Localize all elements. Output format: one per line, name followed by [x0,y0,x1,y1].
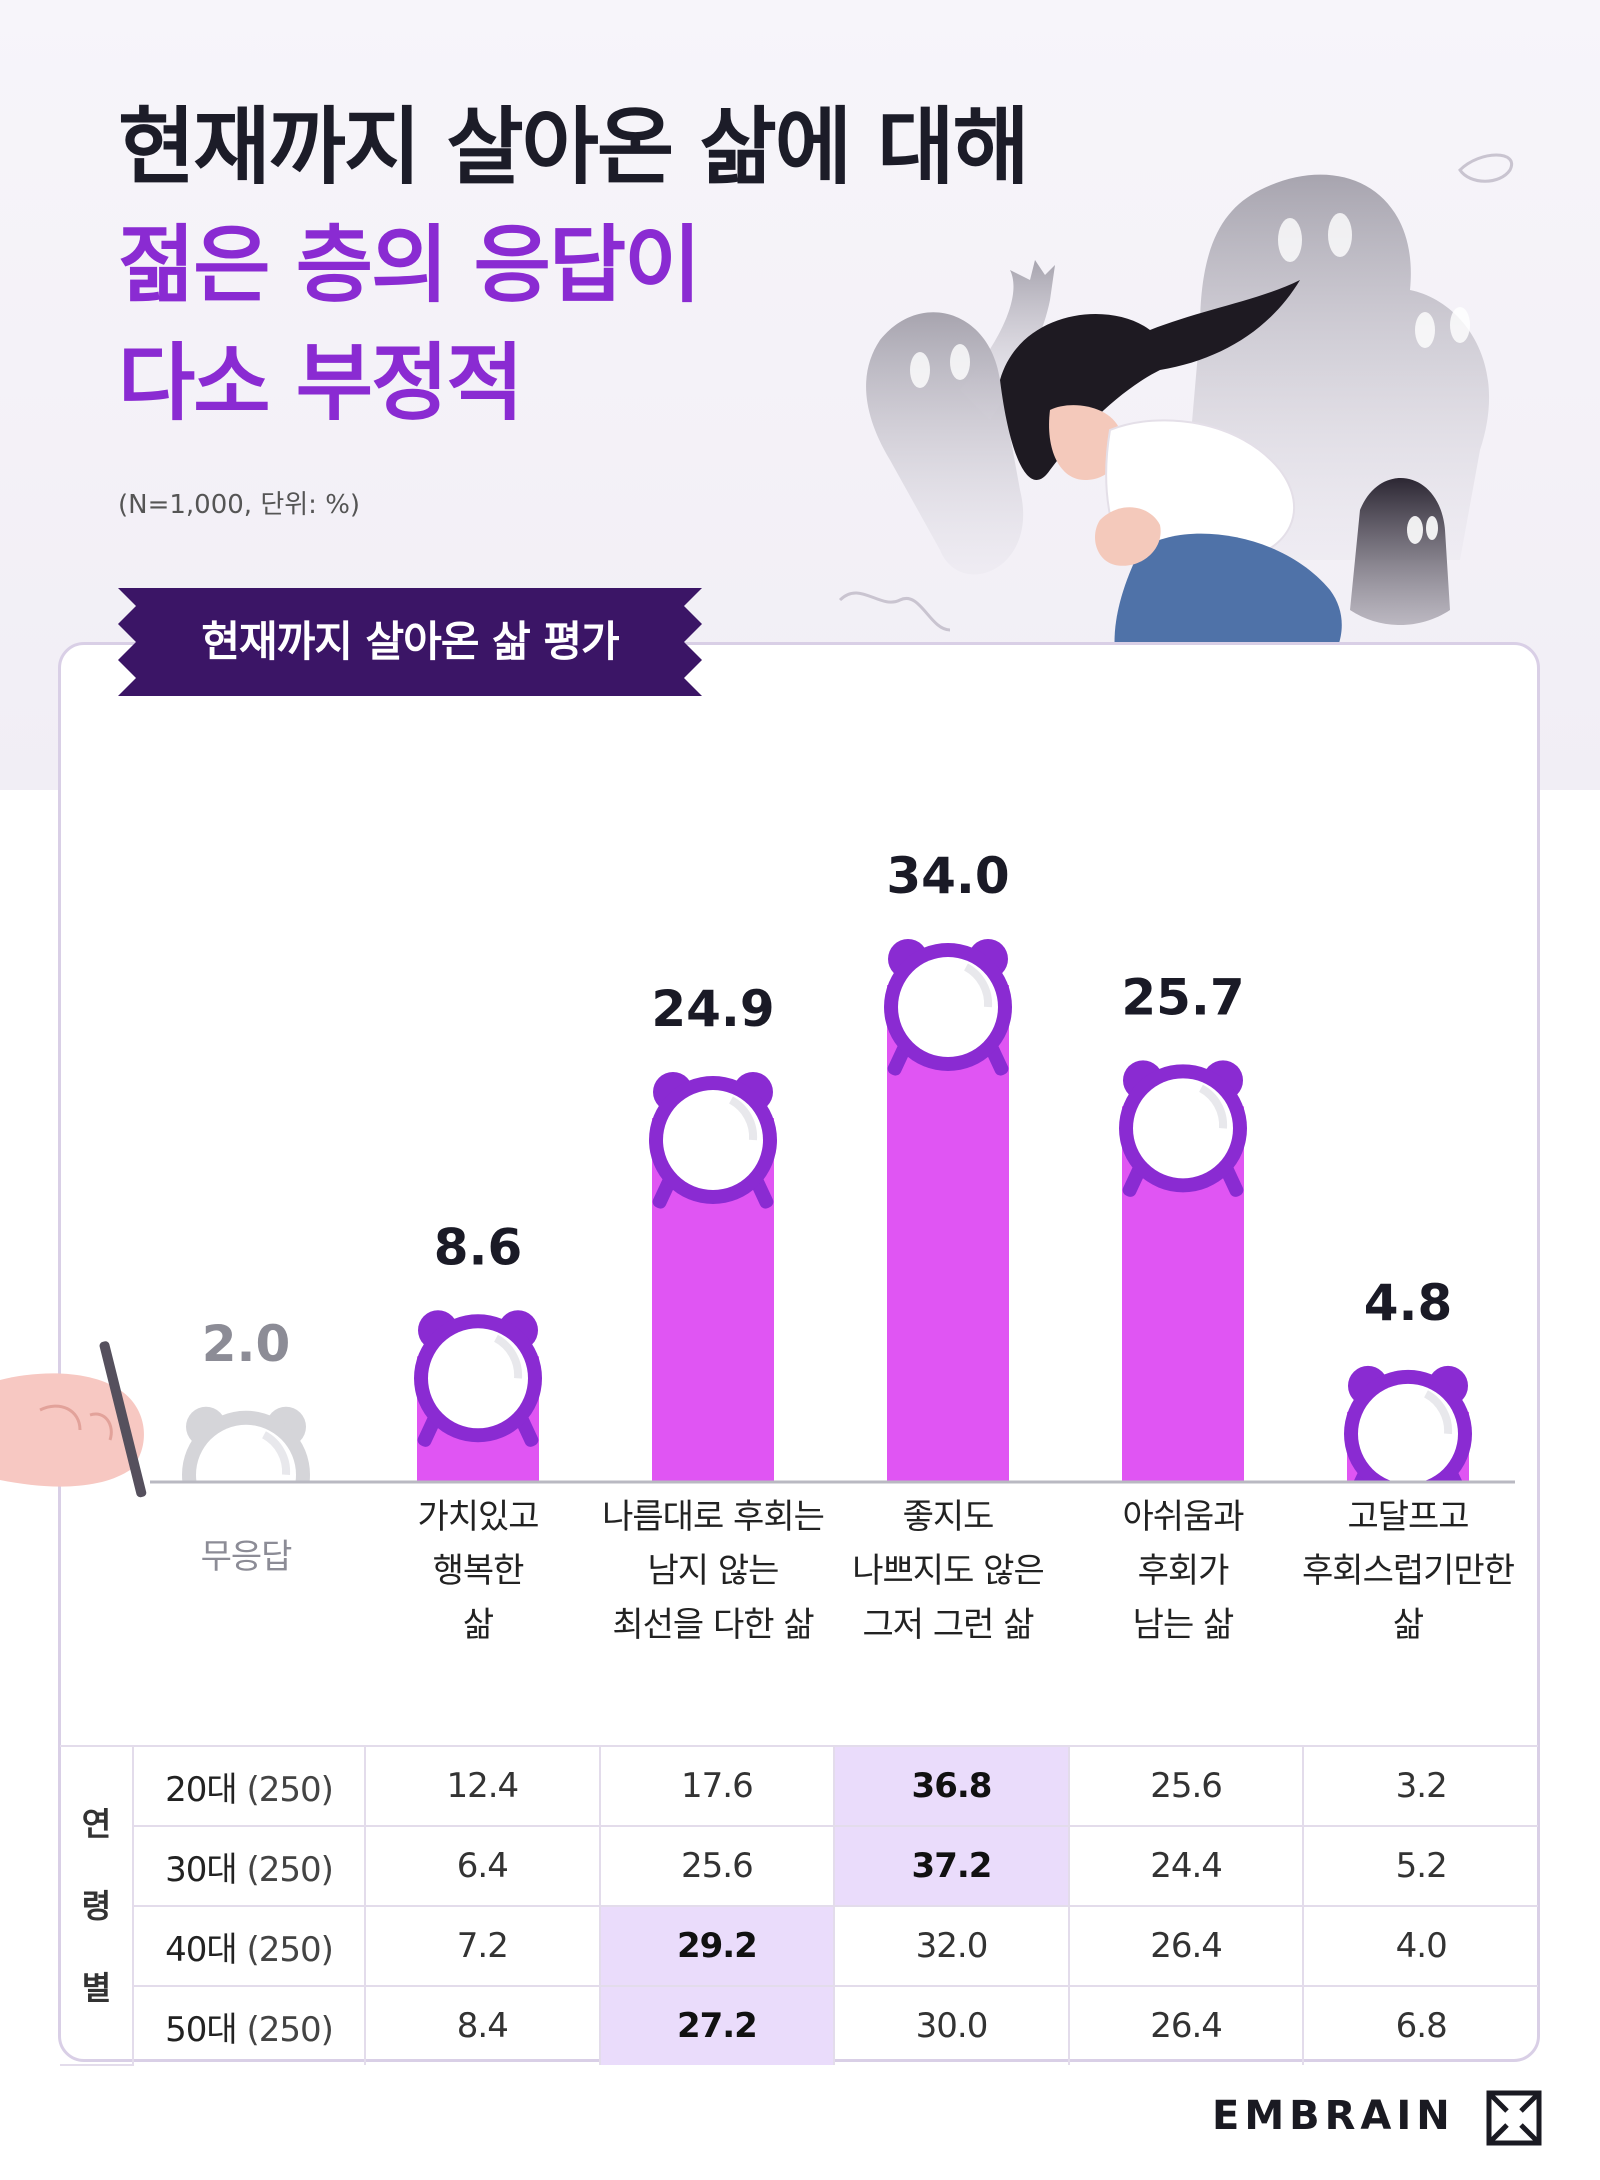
category-label-2: 남지 않는 [648,1551,779,1591]
table-cell: 8.4 [364,1985,601,2065]
category-label-1: 행복한 [433,1551,525,1591]
category-label-5: 고달프고 [1347,1497,1468,1537]
hand-pen-illustration [0,1341,147,1498]
ghost-woman-illustration [838,153,1514,742]
table-cell: 6.8 [1302,1985,1538,2065]
table-cell: 36.8 [833,1745,1070,1827]
category-label-2: 나름대로 후회는 [602,1497,824,1537]
table-cell: 3.2 [1302,1745,1538,1827]
age-cell: 50대 (250) [132,1985,366,2065]
category-label-3: 나쁘지도 않은 [852,1551,1044,1591]
alarm-clock-icon [649,1072,777,1209]
brand-logo-icon [1486,2090,1542,2146]
bar-group-4 [1119,1060,1247,1482]
category-label-2: 최선을 다한 삶 [612,1605,814,1645]
category-label-1: 가치있고 [417,1497,538,1537]
bar-group-1 [414,1310,542,1482]
bar-group-3 [884,939,1012,1482]
table-cell: 24.4 [1067,1825,1305,1907]
table-cell: 26.4 [1067,1985,1305,2065]
category-label-4: 아쉬움과 [1122,1497,1244,1537]
bar-group-0 [182,1406,310,1482]
value-label-2: 24.9 [651,980,774,1038]
alarm-clock-icon [182,1406,310,1482]
table-row: 40대 (250) 7.2 29.2 32.0 26.4 4.0 [60,1905,1538,1987]
sample-note: (N=1,000, 단위: %) [118,490,361,520]
table-cell: 27.2 [598,1985,836,2065]
age-cell: 40대 (250) [132,1905,366,1987]
age-cell: 20대 (250) [132,1745,366,1827]
value-label-3: 34.0 [886,847,1009,905]
category-label-4: 후회가 [1138,1551,1230,1591]
value-label-0: 2.0 [202,1315,291,1373]
table-cell: 32.0 [833,1905,1070,1987]
age-cell: 30대 (250) [132,1825,366,1907]
category-label-3: 그저 그런 삶 [862,1605,1034,1645]
table-cell: 5.2 [1302,1825,1538,1907]
category-label-4: 남는 삶 [1133,1605,1234,1645]
table-row: 30대 (250) 6.4 25.6 37.2 24.4 5.2 [60,1825,1538,1907]
value-label-1: 8.6 [434,1218,523,1276]
bar-group-5 [1344,1365,1472,1482]
category-label-1: 삶 [463,1605,494,1645]
age-breakdown-table: 연 령 별 20대 (250) 12.4 17.6 36.8 25.6 3.2 30대 (250)… [60,1745,1538,2066]
brand-name: EMBRAIN [1212,2093,1455,2139]
table-cell: 7.2 [364,1905,601,1987]
page-title-line3: 다소 부정적 [118,334,524,432]
alarm-clock-icon [1344,1365,1472,1482]
value-label-4: 25.7 [1121,968,1244,1026]
section-ribbon-label: 현재까지 살아온 삶 평가 [201,617,619,666]
table-cell: 6.4 [364,1825,601,1907]
table-cell: 12.4 [364,1745,601,1827]
alarm-clock-icon [1119,1060,1247,1197]
alarm-clock-icon [414,1310,542,1447]
value-label-5: 4.8 [1364,1274,1453,1332]
category-label-0: 무응답 [201,1537,293,1577]
table-cell: 25.6 [598,1825,836,1907]
category-label-3: 좋지도 [903,1497,994,1537]
table-row: 50대 (250) 8.4 27.2 30.0 26.4 6.8 [60,1985,1538,2065]
table-cell: 26.4 [1067,1905,1305,1987]
section-ribbon [118,588,702,696]
table-cell: 4.0 [1302,1905,1538,1987]
table-cell: 37.2 [833,1825,1070,1907]
bar-group-2 [649,1072,777,1482]
category-label-5: 삶 [1393,1605,1424,1645]
table-cell: 30.0 [833,1985,1070,2065]
table-row: 연 령 별 20대 (250) 12.4 17.6 36.8 25.6 3.2 [60,1745,1538,2066]
alarm-clock-icon [884,939,1012,1076]
page-title-line1: 현재까지 살아온 삶에 대해 [118,98,1030,196]
category-label-5: 후회스럽기만한 [1302,1551,1515,1591]
table-cell: 29.2 [598,1905,836,1987]
table-cell: 17.6 [598,1745,836,1827]
table-cell: 25.6 [1067,1745,1305,1827]
page-title-line2: 젊은 층의 응답이 [118,216,701,314]
